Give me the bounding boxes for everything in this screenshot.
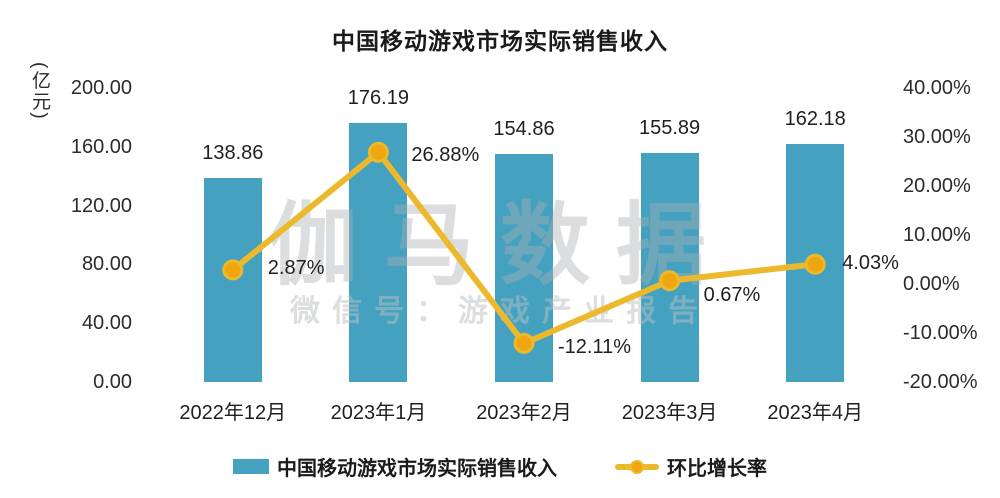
bar-2023年4月 xyxy=(786,143,845,382)
legend-label-revenue: 中国移动游戏市场实际销售收入 xyxy=(277,458,557,480)
right-axis-tick: -10.00% xyxy=(903,322,978,344)
legend-item-revenue: 中国移动游戏市场实际销售收入 xyxy=(233,452,557,481)
line-series-swatch-icon xyxy=(615,459,659,475)
bar-series-swatch-icon xyxy=(233,459,269,474)
right-axis-tick: 40.00% xyxy=(903,77,971,99)
growth-rate-label: 26.88% xyxy=(411,144,480,167)
left-axis-tick: 80.00 xyxy=(81,253,132,276)
left-axis-unit-label: (亿元) xyxy=(29,62,50,121)
left-axis-tick: 0.00 xyxy=(93,371,132,393)
right-axis-tick: 20.00% xyxy=(903,175,971,197)
x-axis-label: 2023年4月 xyxy=(767,402,863,424)
bar-value-label: 154.86 xyxy=(493,118,555,141)
left-axis-tick: 40.00 xyxy=(81,312,132,335)
bar-value-label: 155.89 xyxy=(639,116,701,139)
bar-value-label: 162.18 xyxy=(784,107,846,130)
x-axis-label: 2023年3月 xyxy=(621,402,718,424)
right-axis-tick: 10.00% xyxy=(903,224,971,246)
right-axis-tick: 0.00% xyxy=(903,273,960,295)
x-axis-label: 2023年2月 xyxy=(476,402,572,424)
legend-item-growth-rate: 环比增长率 xyxy=(615,452,767,481)
bar-2023年1月 xyxy=(349,123,408,382)
bar-value-label: 138.86 xyxy=(202,141,264,164)
right-axis-tick: -20.00% xyxy=(903,371,978,393)
chart-title: 中国移动游戏市场实际销售收入 xyxy=(332,28,668,54)
bar-2022年12月 xyxy=(203,177,262,382)
right-axis-tick: 30.00% xyxy=(903,126,971,148)
bar-2023年2月 xyxy=(495,154,553,382)
left-axis-tick: 200.00 xyxy=(70,77,132,99)
bar-value-label: 176.19 xyxy=(347,87,409,109)
growth-rate-label: 2.87% xyxy=(267,256,325,279)
legend-label-growth-rate: 环比增长率 xyxy=(667,458,767,480)
left-axis-tick: 120.00 xyxy=(70,194,132,217)
legend: 中国移动游戏市场实际销售收入 环比增长率 xyxy=(0,452,1000,481)
x-axis-label: 2022年12月 xyxy=(179,402,287,424)
left-axis-tick: 160.00 xyxy=(70,135,132,158)
growth-rate-label: -12.11% xyxy=(558,336,632,359)
growth-rate-label: 4.03% xyxy=(842,252,899,275)
growth-rate-label: 0.67% xyxy=(703,283,761,306)
x-axis-label: 2023年1月 xyxy=(330,402,427,424)
bar-2023年3月 xyxy=(640,152,699,382)
